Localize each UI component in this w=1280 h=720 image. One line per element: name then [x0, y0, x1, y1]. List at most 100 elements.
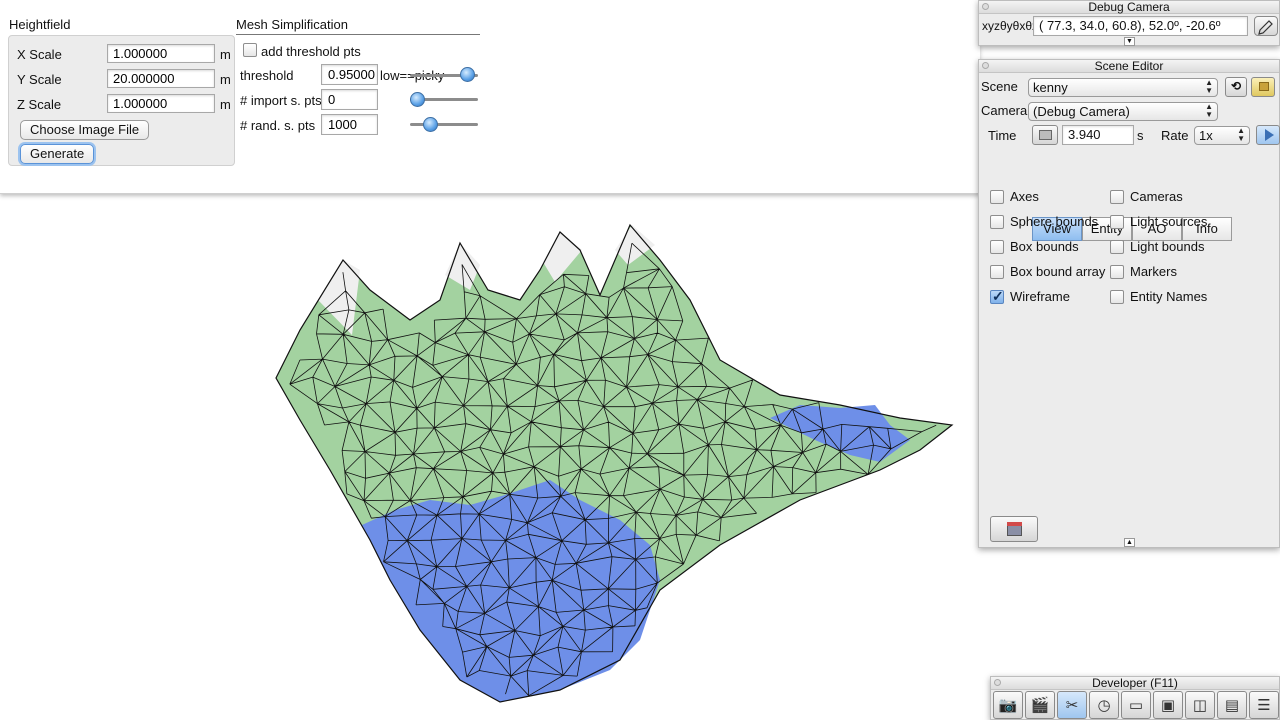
- camera-icon[interactable]: 📷: [993, 691, 1023, 719]
- clapperboard-icon-glyph: 🎬: [1030, 696, 1050, 714]
- top-control-band: Heightfield X Scale m Y Scale m Z Scale …: [0, 0, 980, 194]
- terrain-outline: [275, 223, 954, 703]
- z-scale-label: Z Scale: [17, 97, 62, 112]
- play-icon[interactable]: [1256, 125, 1280, 145]
- tab-info[interactable]: Info: [1182, 217, 1232, 241]
- tab-view[interactable]: View: [1032, 217, 1082, 241]
- z-scale-input[interactable]: [107, 94, 215, 113]
- chevron-up-icon[interactable]: ▲: [1124, 538, 1135, 547]
- windows-icon-glyph: ◫: [1192, 696, 1208, 714]
- new-document-icon-glyph: ▭: [1128, 696, 1144, 714]
- monitor-icon-glyph: ▤: [1224, 696, 1240, 714]
- close-icon[interactable]: [982, 62, 989, 69]
- refresh-icon[interactable]: ⟲: [1225, 77, 1247, 97]
- lock-icon[interactable]: [1251, 77, 1275, 97]
- heightfield-title: Heightfield: [9, 17, 71, 32]
- notes-icon[interactable]: ☰: [1249, 691, 1279, 719]
- threshold-slider-knob[interactable]: [460, 67, 476, 82]
- z-scale-unit: m: [220, 97, 231, 112]
- camera-label: Camera: [981, 103, 1028, 118]
- close-icon[interactable]: [994, 679, 1001, 686]
- camera-icon-glyph: 📷: [998, 696, 1018, 714]
- tab-ao[interactable]: AO: [1132, 217, 1182, 241]
- cameras-checkbox[interactable]: [1110, 190, 1124, 204]
- add-threshold-checkbox[interactable]: [243, 43, 257, 57]
- developer-toolbar: Developer (F11) 📷 🎬 ✂ ◷ ▭ ▣ ◫ ▤ ☰: [990, 676, 1280, 720]
- tools-icon[interactable]: ✂: [1057, 691, 1087, 719]
- sphere-bounds-checkbox[interactable]: [990, 215, 1004, 229]
- option-label: Box bounds: [1010, 239, 1079, 254]
- wireframe-edges: [289, 242, 937, 697]
- rand-slider-track[interactable]: [410, 123, 478, 126]
- option-label: Axes: [1010, 189, 1039, 204]
- mesh-title-divider: [236, 34, 480, 35]
- y-scale-input[interactable]: [107, 69, 215, 88]
- option-label: Wireframe: [1010, 289, 1070, 304]
- close-icon[interactable]: [982, 3, 989, 10]
- y-scale-row: Y Scale m: [17, 68, 232, 90]
- notes-icon-glyph: ☰: [1257, 696, 1271, 714]
- terminal-icon[interactable]: ▣: [1153, 691, 1183, 719]
- threshold-input[interactable]: [321, 64, 378, 85]
- import-slider-knob[interactable]: [410, 92, 425, 107]
- light-bounds-checkbox[interactable]: [1110, 240, 1124, 254]
- x-scale-label: X Scale: [17, 47, 62, 62]
- monitor-icon[interactable]: ▤: [1217, 691, 1247, 719]
- mesh-simplification-title: Mesh Simplification: [236, 17, 348, 32]
- select-arrows-icon: ▲ ▼: [1205, 78, 1213, 95]
- save-icon[interactable]: [990, 516, 1038, 542]
- import-input[interactable]: [321, 89, 378, 110]
- terrain-peak: [615, 225, 655, 265]
- terrain-peak: [543, 232, 582, 282]
- tab-entity[interactable]: Entity: [1082, 217, 1132, 241]
- option-label: Box bound array: [1010, 264, 1106, 279]
- terrain-mesh: [275, 223, 954, 703]
- tools-icon-glyph: ✂: [1065, 696, 1079, 714]
- markers-checkbox[interactable]: [1110, 265, 1124, 279]
- x-scale-input[interactable]: [107, 44, 215, 63]
- scene-label: Scene: [981, 79, 1018, 94]
- rand-row: # rand. s. pts: [240, 114, 480, 136]
- rand-slider-knob[interactable]: [423, 117, 439, 132]
- developer-title: Developer (F11): [991, 677, 1279, 690]
- threshold-slider-track[interactable]: [410, 74, 478, 77]
- wireframe-overlay: [275, 223, 954, 703]
- y-scale-label: Y Scale: [17, 72, 62, 87]
- scene-select[interactable]: kenny ▲ ▼: [1028, 78, 1218, 97]
- camera-select-value: (Debug Camera): [1033, 104, 1130, 119]
- camera-select[interactable]: (Debug Camera) ▲ ▼: [1028, 102, 1218, 121]
- option-label: Entity Names: [1130, 289, 1208, 304]
- wireframe-checkbox[interactable]: ✓: [990, 288, 1004, 304]
- clapperboard-icon[interactable]: 🎬: [1025, 691, 1055, 719]
- rate-select-value: 1x: [1199, 128, 1213, 143]
- clock-icon[interactable]: ◷: [1089, 691, 1119, 719]
- choose-image-file-button[interactable]: Choose Image File: [20, 120, 150, 140]
- light-sources-checkbox[interactable]: [1110, 215, 1124, 229]
- edit-icon[interactable]: [1254, 16, 1278, 36]
- rate-select[interactable]: 1x ▲ ▼: [1194, 126, 1250, 145]
- box-bounds-checkbox[interactable]: [990, 240, 1004, 254]
- chevron-down-icon[interactable]: ▼: [1124, 37, 1135, 46]
- option-label: Markers: [1130, 264, 1177, 279]
- select-arrows-icon: ▲ ▼: [1205, 102, 1213, 119]
- import-slider-track[interactable]: [410, 98, 478, 101]
- debug-camera-title: Debug Camera: [979, 1, 1279, 14]
- entity-names-checkbox[interactable]: [1110, 290, 1124, 304]
- axes-checkbox[interactable]: [990, 190, 1004, 204]
- select-arrows-icon: ▲ ▼: [1237, 126, 1245, 143]
- generate-button[interactable]: Generate: [20, 144, 95, 164]
- new-document-icon[interactable]: ▭: [1121, 691, 1151, 719]
- add-threshold-row: add threshold pts: [240, 40, 480, 62]
- windows-icon[interactable]: ◫: [1185, 691, 1215, 719]
- box-bound-array-checkbox[interactable]: [990, 265, 1004, 279]
- rand-input[interactable]: [321, 114, 378, 135]
- x-scale-row: X Scale m: [17, 43, 232, 65]
- option-label: Light bounds: [1130, 239, 1205, 254]
- terminal-icon-glyph: ▣: [1160, 696, 1176, 714]
- camera-coord-field[interactable]: ( 77.3, 34.0, 60.8), 52.0º, -20.6º: [1033, 16, 1248, 36]
- debug-camera-panel: Debug Camera xyzθyθxθz ( 77.3, 34.0, 60.…: [978, 0, 1280, 46]
- film-icon[interactable]: [1032, 125, 1058, 145]
- x-scale-unit: m: [220, 47, 231, 62]
- 3d-viewport[interactable]: [0, 196, 980, 720]
- time-field[interactable]: 3.940: [1062, 125, 1134, 145]
